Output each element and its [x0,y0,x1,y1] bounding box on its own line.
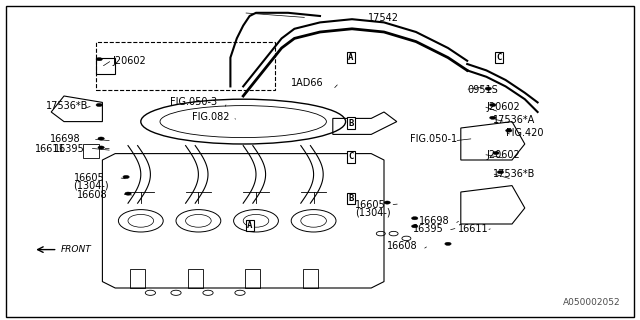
Text: 16608: 16608 [387,241,418,252]
Circle shape [98,146,104,149]
Text: (1304-): (1304-) [74,180,109,191]
Text: FIG.082: FIG.082 [192,112,230,122]
Circle shape [123,175,129,179]
Circle shape [412,225,418,228]
Text: 16605: 16605 [355,200,386,210]
Text: FIG.420: FIG.420 [506,128,543,138]
Text: 16395: 16395 [413,224,444,234]
Text: 16608: 16608 [77,190,108,200]
Bar [245,269,260,288]
Text: A: A [247,221,252,230]
Circle shape [490,103,496,107]
Circle shape [384,201,390,204]
Text: A: A [348,53,353,62]
Text: FIG.050-3: FIG.050-3 [170,97,217,108]
Text: J20602: J20602 [486,150,520,160]
Circle shape [490,116,496,119]
Circle shape [493,151,499,155]
Circle shape [96,103,102,107]
Bar [188,269,203,288]
Text: A050002052: A050002052 [563,298,621,307]
Circle shape [485,87,492,90]
Text: FRONT: FRONT [61,245,92,254]
Text: (1304-): (1304-) [355,208,391,218]
Text: 16698: 16698 [50,134,81,144]
Text: FIG.050-1: FIG.050-1 [410,134,457,144]
Text: 0951S: 0951S [467,84,498,95]
Bar [96,42,275,90]
Text: 16698: 16698 [419,216,450,226]
Circle shape [412,217,418,220]
Text: 17536*B: 17536*B [493,169,535,180]
Circle shape [98,137,104,140]
Text: J20602: J20602 [486,102,520,112]
Text: 1AD66: 1AD66 [291,78,324,88]
Text: 16395: 16395 [54,144,85,154]
Text: J20602: J20602 [112,56,146,66]
Text: 17542: 17542 [368,12,399,23]
Bar [83,144,99,158]
Text: 16611: 16611 [458,224,488,234]
Text: C: C [348,152,353,161]
Text: B: B [348,194,353,203]
Circle shape [96,58,102,61]
Text: 17536*B: 17536*B [46,100,88,111]
Bar [130,269,145,288]
Text: 16605: 16605 [74,172,104,183]
Circle shape [497,171,504,174]
Circle shape [445,242,451,245]
Text: B: B [348,119,353,128]
Text: 16611: 16611 [35,144,66,154]
Circle shape [125,192,131,195]
Text: C: C [497,53,502,62]
Text: 17536*A: 17536*A [493,115,535,125]
Bar [303,269,318,288]
Circle shape [506,129,512,132]
